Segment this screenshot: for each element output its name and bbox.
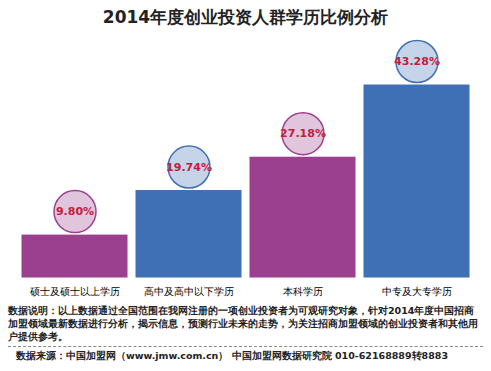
- svg-text:中专及大专学历: 中专及大专学历: [382, 286, 452, 297]
- svg-text:43.28%: 43.28%: [394, 55, 440, 68]
- svg-text:19.74%: 19.74%: [166, 161, 212, 174]
- html-text:2014年度创业投资人群学历比例分析: 2014年度创业投资人群学历比例分析: [102, 7, 389, 27]
- svg-text:27.18%: 27.18%: [280, 127, 326, 140]
- svg-text:本科学历: 本科学历: [283, 286, 323, 297]
- svg-text:高中及高中以下学历: 高中及高中以下学历: [144, 286, 234, 297]
- html-text:数据来源：中国加盟网（www.jmw.com.cn） 中国加: 数据来源：中国加盟网（www.jmw.com.cn） 中国加盟网数据研究院 01…: [16, 350, 448, 361]
- svg-text:硕士及硕士以上学历: 硕士及硕士以上学历: [29, 286, 120, 297]
- html-text:数据说明：以上数据通过全国范围在我网注册的一项创业投资者为可: 数据说明：以上数据通过全国范围在我网注册的一项创业投资者为可观研究对象，针对20…: [8, 305, 478, 342]
- svg-text:9.80%: 9.80%: [56, 205, 94, 218]
